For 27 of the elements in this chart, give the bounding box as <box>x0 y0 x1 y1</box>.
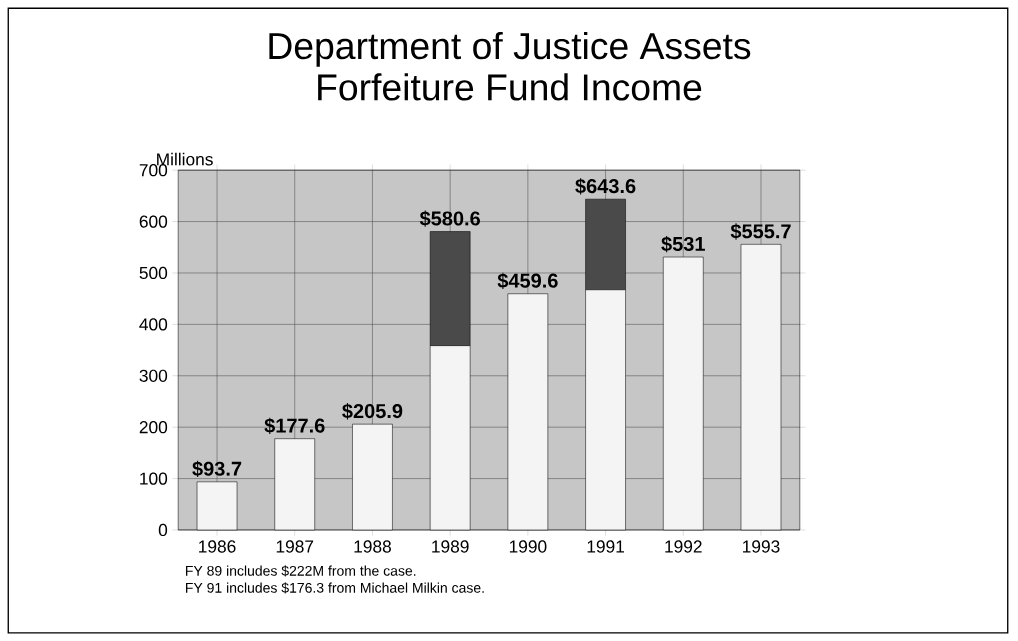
text: FY 91 includes $176.3 from Michael Milkin case. <box>186 582 484 594</box>
y-tick-label: 100 <box>140 472 168 485</box>
x-tick-label: 1991 <box>587 540 624 553</box>
y-axis-title: Millions <box>157 152 213 166</box>
x-tick-label: 1993 <box>743 540 780 553</box>
y-tick-label: 0 <box>158 523 168 537</box>
y-tick-label: 400 <box>139 318 168 331</box>
x-tick-label: 1986 <box>199 540 236 553</box>
total-label: $531 <box>661 235 705 253</box>
x-tick-label: 1987 <box>276 540 314 553</box>
x-tick-label: 1992 <box>665 540 702 553</box>
chart-title: Department of Justice Assets Forfeiture Fund Income <box>269 31 751 101</box>
x-tick-label: 1988 <box>354 540 391 553</box>
text: FY 89 includes $222M from the case. <box>186 565 416 577</box>
y-tick-label: 200 <box>139 420 168 434</box>
y-tick-label: 300 <box>139 369 168 382</box>
total-label: $93.7 <box>192 460 242 478</box>
y-tick-label: 500 <box>139 266 168 280</box>
total-label: $580.6 <box>419 210 480 227</box>
x-tick-label: 1989 <box>432 540 469 553</box>
total-label: $643.6 <box>575 178 636 195</box>
total-label: $177.6 <box>264 417 325 434</box>
total-label: $555.7 <box>730 223 791 240</box>
total-label: $205.9 <box>342 403 403 420</box>
y-tick-label: 600 <box>139 215 168 228</box>
total-label: $459.6 <box>497 272 558 289</box>
x-tick-label: 1990 <box>509 540 547 553</box>
